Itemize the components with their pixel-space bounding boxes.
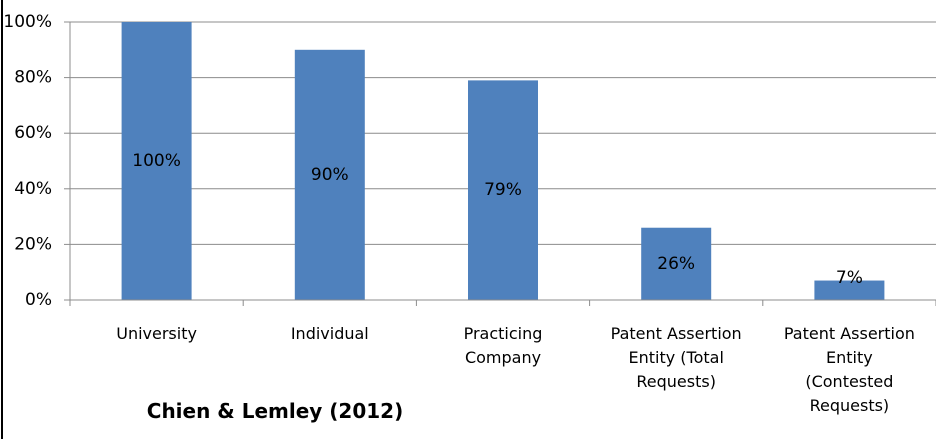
y-tick-label: 80% [14, 68, 52, 88]
bar [121, 22, 192, 300]
bar [814, 280, 885, 300]
x-tick-label: Patent Assertion Entity (Total Requests) [610, 324, 742, 391]
x-tick-label: Practicing Company [463, 324, 543, 367]
chart-title: Chien & Lemley (2012) [146, 399, 404, 423]
x-tick-label: University [116, 324, 197, 343]
y-tick-label: 40% [14, 179, 52, 199]
y-tick-label: 100% [3, 12, 52, 32]
x-tick-label: Individual [290, 324, 369, 343]
data-label: 90% [311, 165, 349, 185]
data-label: 100% [132, 151, 181, 171]
y-tick-label: 20% [14, 234, 52, 254]
bar [468, 80, 538, 300]
x-tick-label: Patent Assertion Entity (Contested Reque… [783, 324, 915, 415]
bar [641, 227, 712, 300]
data-label: 26% [657, 254, 695, 274]
data-label: 7% [836, 268, 863, 288]
y-tick-label: 0% [25, 290, 52, 310]
bar [294, 49, 365, 300]
y-tick-label: 60% [14, 123, 52, 143]
data-label: 79% [484, 180, 522, 200]
